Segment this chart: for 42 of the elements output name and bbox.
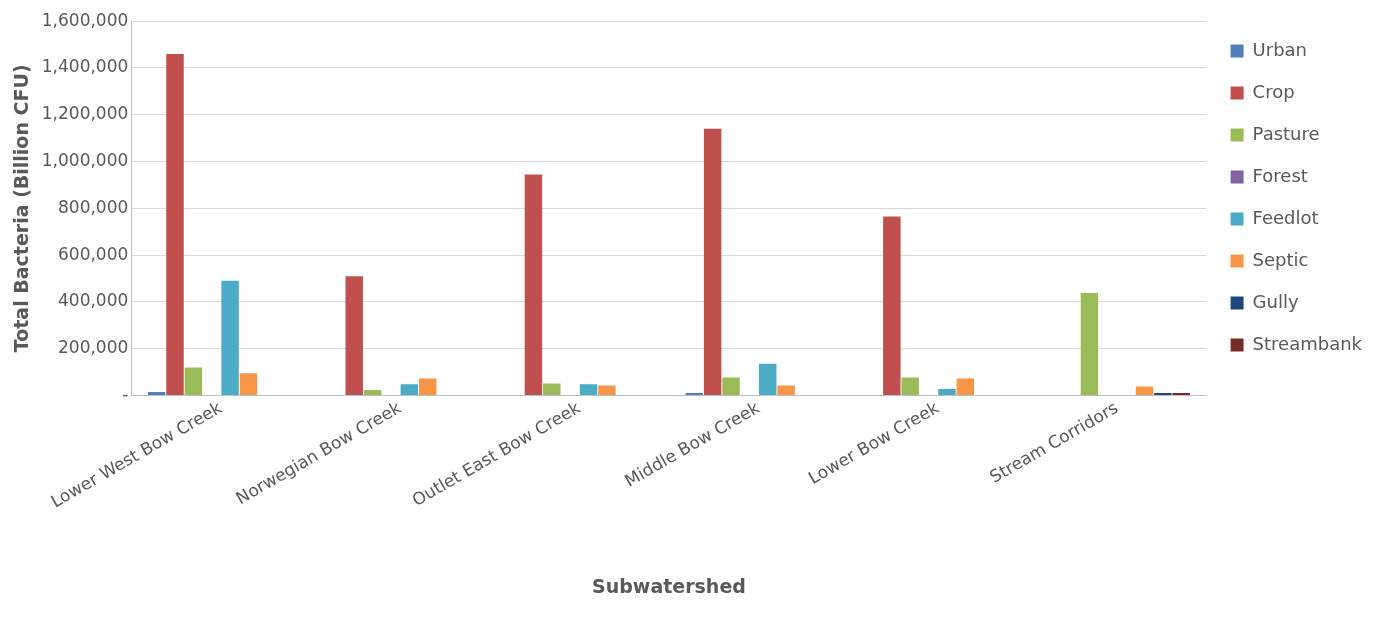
bar: [722, 377, 740, 395]
bar: [363, 390, 382, 395]
bar: [166, 53, 184, 395]
bar: [184, 367, 203, 395]
bar: [1080, 293, 1099, 395]
y-tick-label: -: [122, 383, 129, 404]
y-axis-title: Total Bacteria (Billion CFU): [10, 64, 33, 353]
legend-label: Pasture: [1252, 122, 1320, 144]
y-tick-label: 600,000: [58, 243, 129, 264]
bar: [901, 377, 919, 395]
bar: [938, 388, 956, 395]
bar: [703, 128, 722, 395]
legend-label: Forest: [1252, 164, 1308, 186]
legend-label: Streambank: [1252, 332, 1363, 354]
y-tick-label: 1,400,000: [41, 56, 129, 77]
bar: [239, 373, 258, 395]
y-tick-label: 200,000: [58, 337, 129, 358]
legend-label: Feedlot: [1252, 206, 1319, 228]
y-tick-label: 1,200,000: [41, 103, 129, 124]
bar: [524, 174, 543, 395]
y-tick-label: 1,600,000: [41, 9, 129, 30]
bar: [1135, 386, 1154, 395]
bar: [883, 216, 901, 395]
x-axis-title: Subwatershed: [592, 574, 746, 597]
bar: [956, 378, 975, 395]
bar: [598, 385, 616, 395]
y-tick-label: 400,000: [58, 290, 129, 311]
bar: [579, 384, 598, 395]
bar: [400, 384, 419, 395]
bar: [221, 280, 239, 395]
bar: [777, 385, 795, 395]
bar: [345, 276, 363, 395]
bar: [543, 383, 561, 395]
y-tick-label: 1,000,000: [41, 149, 129, 170]
bar: [418, 378, 437, 395]
bar: [147, 391, 166, 395]
bar: [759, 363, 777, 395]
legend-label: Gully: [1252, 290, 1299, 312]
legend-label: Urban: [1252, 38, 1308, 60]
legend-label: Crop: [1252, 80, 1295, 102]
y-tick-label: 800,000: [58, 196, 129, 217]
legend-label: Septic: [1252, 248, 1309, 270]
